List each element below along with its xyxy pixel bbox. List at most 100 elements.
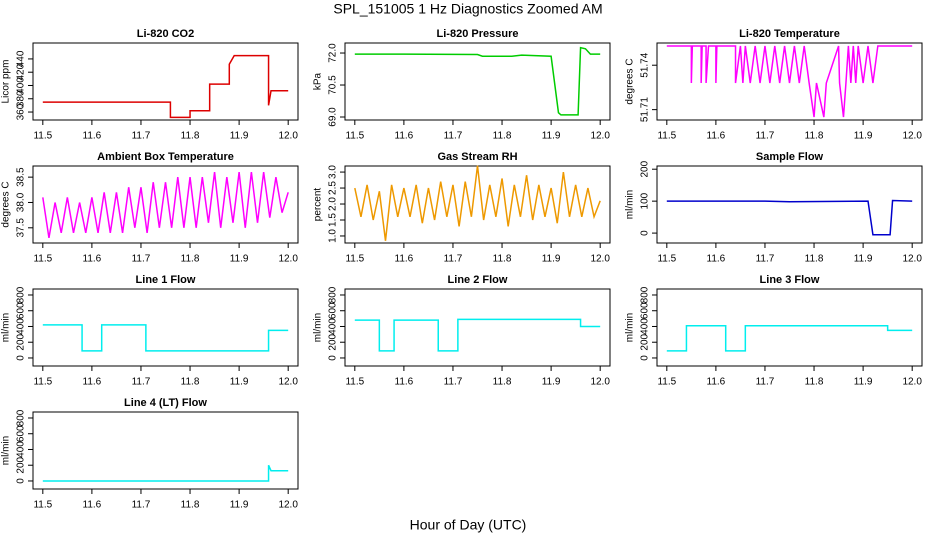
x-tick-label: 11.8 [181,500,200,511]
y-tick-label: 200 [16,333,27,350]
x-tick-label: 11.8 [805,254,824,265]
y-tick-label: 600 [16,302,27,319]
x-tick-label: 11.6 [395,131,414,142]
x-tick-label: 12.0 [278,500,298,511]
x-tick-label: 11.9 [854,377,873,388]
y-tick-label: 51.71 [640,97,651,122]
y-tick-label: 0 [16,355,27,361]
data-line [666,199,913,236]
x-tick-label: 11.9 [854,254,873,265]
x-tick-label: 11.5 [657,254,676,265]
x-tick-label: 11.8 [805,377,824,388]
y-axis-label: Licor ppm [1,60,12,104]
y-tick-label: 380 [16,90,27,107]
panel-title: Li-820 CO2 [137,28,194,40]
x-tick-label: 11.5 [345,131,364,142]
x-tick-label: 12.0 [902,377,922,388]
plot-box [344,42,611,121]
data-line [42,324,289,352]
x-tick-label: 11.7 [756,254,775,265]
data-line [354,318,601,352]
y-tick-label: 70.5 [328,75,339,95]
plot-box [656,288,923,367]
y-tick-label: 200 [640,333,651,350]
y-tick-label: 400 [16,441,27,458]
panel-title: Line 4 (LT) Flow [124,397,207,409]
x-tick-label: 11.7 [756,377,775,388]
y-tick-label: 600 [328,302,339,319]
plot-box [656,165,923,244]
data-line [354,46,601,116]
y-axis-label: ml/min [1,313,12,342]
x-tick-label: 11.6 [83,131,102,142]
data-line [666,324,913,352]
panel-title: Line 1 Flow [136,274,196,286]
x-tick-label: 11.6 [395,377,414,388]
x-tick-label: 11.6 [707,131,726,142]
y-axis-label: ml/min [625,190,636,219]
panel-title: Ambient Box Temperature [97,151,234,163]
x-tick-label: 11.9 [230,131,249,142]
panel-title: Line 2 Flow [448,274,508,286]
data-line [42,464,289,482]
y-tick-label: 3.0 [328,165,339,179]
x-tick-label: 11.5 [657,377,676,388]
y-tick-label: 2.0 [328,197,339,211]
y-tick-label: 0 [16,478,27,484]
plot-box [32,42,299,121]
plot-box [656,42,923,121]
x-tick-label: 11.7 [444,254,463,265]
y-tick-label: 360 [16,103,27,120]
main-title: SPL_151005 1 Hz Diagnostics Zoomed AM [333,1,602,17]
y-axis-label: degrees C [1,181,12,227]
x-axis-label: Hour of Day (UTC) [410,517,527,533]
y-tick-label: 400 [16,77,27,94]
x-tick-label: 11.9 [230,254,249,265]
y-tick-label: 0 [640,355,651,361]
y-tick-label: 72.0 [328,43,339,63]
y-tick-label: 200 [16,456,27,473]
data-line [354,165,601,241]
y-tick-label: 38.5 [16,167,27,187]
panel-title: Sample Flow [756,151,824,163]
y-axis-label: kPa [313,72,324,90]
x-tick-label: 11.7 [132,254,151,265]
y-tick-label: 0 [640,230,651,236]
x-tick-label: 11.5 [345,377,364,388]
x-tick-label: 11.5 [33,500,52,511]
x-tick-label: 11.7 [132,500,151,511]
y-axis-label: ml/min [1,436,12,465]
x-tick-label: 11.6 [707,377,726,388]
x-tick-label: 12.0 [278,377,298,388]
x-tick-label: 11.9 [542,254,561,265]
y-tick-label: 37.5 [16,218,27,238]
y-axis-label: percent [313,188,324,222]
x-tick-label: 11.7 [756,131,775,142]
x-tick-label: 11.6 [83,254,102,265]
data-line [666,45,913,118]
data-line [42,171,289,239]
y-tick-label: 1.0 [328,229,339,243]
x-tick-label: 11.5 [33,131,52,142]
x-tick-label: 11.9 [542,377,561,388]
x-tick-label: 11.8 [493,254,512,265]
y-tick-label: 51.74 [640,52,651,77]
panel-title: Li-820 Temperature [739,28,840,40]
x-tick-label: 11.8 [181,254,200,265]
y-tick-label: 800 [16,409,27,426]
x-tick-label: 11.7 [132,377,151,388]
y-tick-label: 400 [16,318,27,335]
y-axis-label: degrees C [625,58,636,104]
x-tick-label: 11.5 [657,131,676,142]
x-tick-label: 11.6 [83,500,102,511]
y-tick-label: 400 [328,318,339,335]
x-tick-label: 11.6 [395,254,414,265]
plot-box [344,288,611,367]
data-line [42,54,289,119]
plot-box [32,165,299,244]
y-tick-label: 69.0 [328,107,339,127]
x-tick-label: 11.7 [132,131,151,142]
panel-title: Li-820 Pressure [437,28,519,40]
y-tick-label: 600 [16,425,27,442]
